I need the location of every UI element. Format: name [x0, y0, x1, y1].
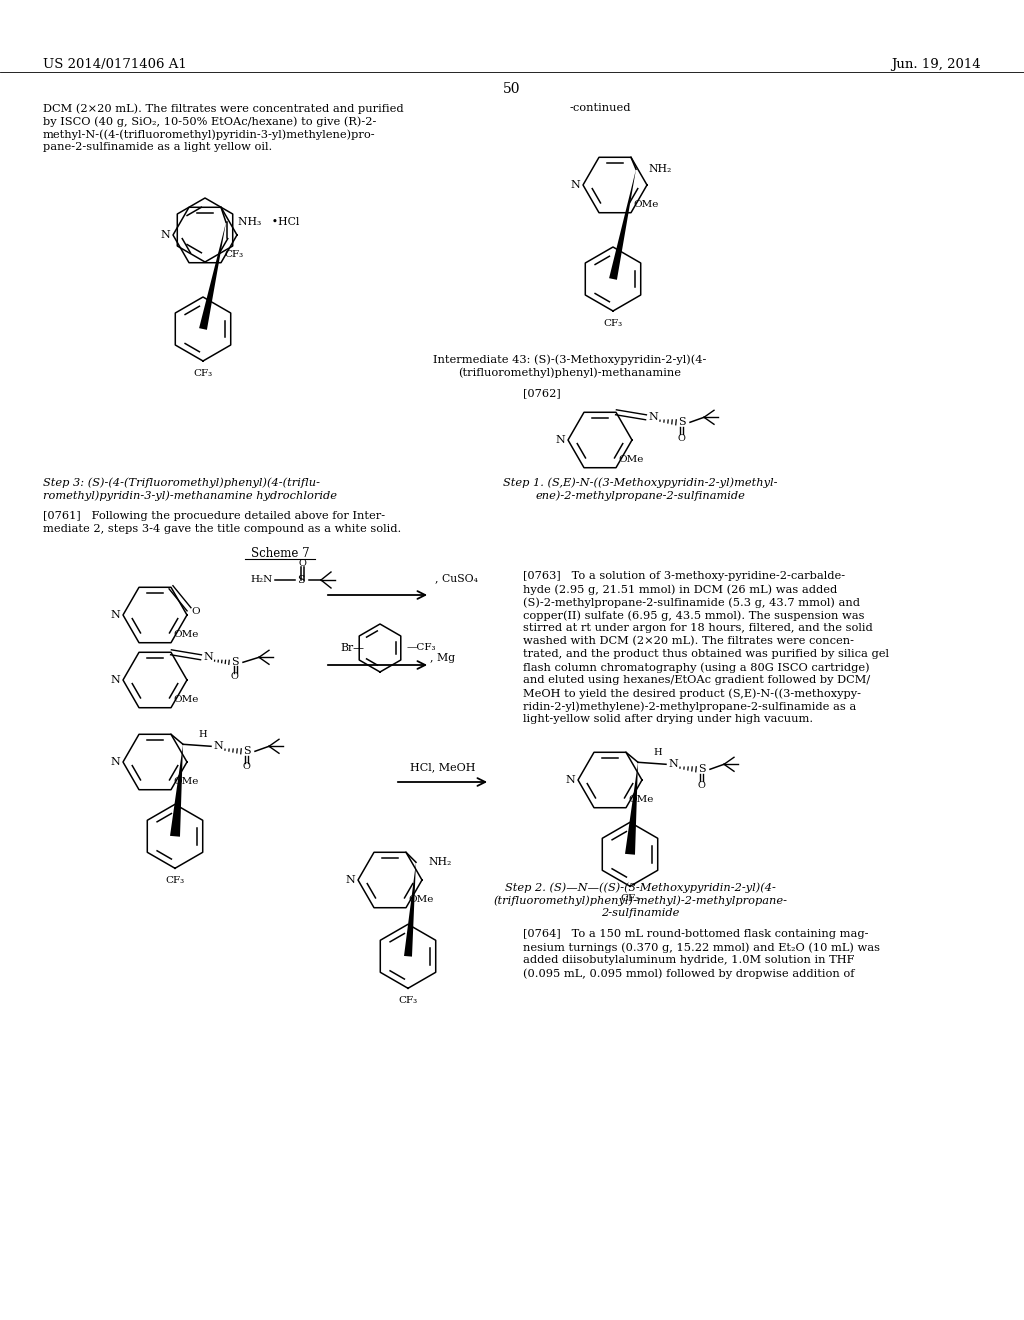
Text: CF₃: CF₃	[398, 997, 418, 1006]
Text: N: N	[668, 759, 678, 770]
Text: CF₃: CF₃	[166, 876, 184, 886]
Text: O: O	[191, 607, 200, 616]
Text: [0762]: [0762]	[523, 388, 561, 399]
Text: OMe: OMe	[408, 895, 433, 904]
Text: N: N	[648, 412, 657, 422]
Text: romethyl)pyridin-3-yl)-methanamine hydrochloride: romethyl)pyridin-3-yl)-methanamine hydro…	[43, 490, 337, 500]
Text: H: H	[199, 730, 207, 739]
Text: O: O	[298, 560, 306, 569]
Text: OMe: OMe	[173, 630, 199, 639]
Text: NH₂: NH₂	[428, 857, 452, 867]
Text: N: N	[345, 875, 355, 884]
Text: O: O	[242, 762, 250, 771]
Text: -continued: -continued	[569, 103, 631, 114]
Text: by ISCO (40 g, SiO₂, 10-50% EtOAc/hexane) to give (R)-2-: by ISCO (40 g, SiO₂, 10-50% EtOAc/hexane…	[43, 116, 377, 127]
Text: (trifluoromethyl)phenyl)-methyl)-2-methylpropane-: (trifluoromethyl)phenyl)-methyl)-2-methy…	[493, 895, 787, 906]
Polygon shape	[609, 169, 636, 280]
Text: N: N	[570, 180, 580, 190]
Text: nesium turnings (0.370 g, 15.22 mmol) and Et₂O (10 mL) was: nesium turnings (0.370 g, 15.22 mmol) an…	[523, 942, 880, 953]
Text: OMe: OMe	[173, 777, 199, 787]
Text: pane-2-sulfinamide as a light yellow oil.: pane-2-sulfinamide as a light yellow oil…	[43, 143, 272, 152]
Text: washed with DCM (2×20 mL). The filtrates were concen-: washed with DCM (2×20 mL). The filtrates…	[523, 636, 854, 647]
Text: H: H	[653, 748, 663, 756]
Text: HCl, MeOH: HCl, MeOH	[410, 762, 475, 772]
Text: (S)-2-methylpropane-2-sulfinamide (5.3 g, 43.7 mmol) and: (S)-2-methylpropane-2-sulfinamide (5.3 g…	[523, 597, 860, 607]
Text: [0764]   To a 150 mL round-bottomed flask containing mag-: [0764] To a 150 mL round-bottomed flask …	[523, 929, 868, 939]
Text: [0761]   Following the procuedure detailed above for Inter-: [0761] Following the procuedure detailed…	[43, 511, 385, 521]
Text: N: N	[111, 610, 120, 620]
Text: N: N	[111, 675, 120, 685]
Text: Jun. 19, 2014: Jun. 19, 2014	[891, 58, 981, 71]
Text: OMe: OMe	[628, 795, 653, 804]
Text: hyde (2.95 g, 21.51 mmol) in DCM (26 mL) was added: hyde (2.95 g, 21.51 mmol) in DCM (26 mL)…	[523, 583, 838, 594]
Text: light-yellow solid after drying under high vacuum.: light-yellow solid after drying under hi…	[523, 714, 813, 723]
Text: N: N	[565, 775, 574, 785]
Text: Scheme 7: Scheme 7	[251, 546, 309, 560]
Text: 2-sulfinamide: 2-sulfinamide	[601, 908, 679, 917]
Text: S: S	[231, 657, 239, 668]
Text: Br—: Br—	[340, 643, 364, 653]
Text: added diisobutylaluminum hydride, 1.0M solution in THF: added diisobutylaluminum hydride, 1.0M s…	[523, 954, 854, 965]
Text: [0763]   To a solution of 3-methoxy-pyridine-2-carbalde-: [0763] To a solution of 3-methoxy-pyridi…	[523, 572, 845, 581]
Text: DCM (2×20 mL). The filtrates were concentrated and purified: DCM (2×20 mL). The filtrates were concen…	[43, 103, 403, 114]
Text: Step 1. (S,E)-N-((3-Methoxypyridin-2-yl)methyl-: Step 1. (S,E)-N-((3-Methoxypyridin-2-yl)…	[503, 477, 777, 487]
Text: mediate 2, steps 3-4 gave the title compound as a white solid.: mediate 2, steps 3-4 gave the title comp…	[43, 524, 401, 535]
Text: Step 3: (S)-(4-(Trifluoromethyl)phenyl)(4-(triflu-: Step 3: (S)-(4-(Trifluoromethyl)phenyl)(…	[43, 477, 319, 487]
Polygon shape	[199, 222, 226, 330]
Text: 50: 50	[503, 82, 521, 96]
Text: N: N	[555, 436, 565, 445]
Text: OMe: OMe	[633, 201, 658, 209]
Text: , Mg: , Mg	[430, 653, 455, 663]
Text: CF₃: CF₃	[621, 894, 640, 903]
Text: S: S	[243, 746, 251, 756]
Text: , CuSO₄: , CuSO₄	[435, 573, 478, 583]
Text: (trifluoromethyl)phenyl)-methanamine: (trifluoromethyl)phenyl)-methanamine	[459, 367, 682, 378]
Text: and eluted using hexanes/EtOAc gradient followed by DCM/: and eluted using hexanes/EtOAc gradient …	[523, 675, 870, 685]
Text: US 2014/0171406 A1: US 2014/0171406 A1	[43, 58, 186, 71]
Text: S: S	[297, 576, 304, 585]
Polygon shape	[170, 744, 183, 837]
Text: ridin-2-yl)methylene)-2-methylpropane-2-sulfinamide as a: ridin-2-yl)methylene)-2-methylpropane-2-…	[523, 701, 856, 711]
Text: OMe: OMe	[173, 696, 199, 704]
Text: Intermediate 43: (S)-(3-Methoxypyridin-2-yl)(4-: Intermediate 43: (S)-(3-Methoxypyridin-2…	[433, 354, 707, 364]
Polygon shape	[404, 862, 416, 957]
Text: O: O	[697, 781, 705, 789]
Text: trated, and the product thus obtained was purified by silica gel: trated, and the product thus obtained wa…	[523, 649, 889, 659]
Text: N: N	[160, 230, 170, 240]
Text: —CF₃: —CF₃	[407, 644, 436, 652]
Text: N: N	[213, 742, 223, 751]
Polygon shape	[625, 762, 638, 855]
Text: copper(II) sulfate (6.95 g, 43.5 mmol). The suspension was: copper(II) sulfate (6.95 g, 43.5 mmol). …	[523, 610, 864, 620]
Text: ene)-2-methylpropane-2-sulfinamide: ene)-2-methylpropane-2-sulfinamide	[536, 490, 744, 500]
Text: flash column chromatography (using a 80G ISCO cartridge): flash column chromatography (using a 80G…	[523, 663, 869, 673]
Text: O: O	[677, 434, 685, 442]
Text: MeOH to yield the desired product (S,E)-N-((3-methoxypy-: MeOH to yield the desired product (S,E)-…	[523, 688, 861, 698]
Text: (0.095 mL, 0.095 mmol) followed by dropwise addition of: (0.095 mL, 0.095 mmol) followed by dropw…	[523, 968, 854, 978]
Text: CF₃: CF₃	[224, 251, 243, 259]
Text: methyl-N-((4-(trifluoromethyl)pyridin-3-yl)methylene)pro-: methyl-N-((4-(trifluoromethyl)pyridin-3-…	[43, 129, 376, 140]
Text: S: S	[698, 764, 706, 775]
Text: CF₃: CF₃	[194, 370, 213, 378]
Text: stirred at rt under argon for 18 hours, filtered, and the solid: stirred at rt under argon for 18 hours, …	[523, 623, 872, 634]
Text: N: N	[203, 652, 213, 663]
Text: CF₃: CF₃	[603, 319, 623, 327]
Text: NH₂: NH₂	[648, 164, 672, 174]
Text: O: O	[230, 672, 238, 681]
Text: H₂N: H₂N	[251, 576, 273, 585]
Text: S: S	[678, 417, 686, 428]
Text: OMe: OMe	[618, 455, 643, 465]
Text: N: N	[111, 756, 120, 767]
Text: Step 2. (S)—N—((S)-(3-Methoxypyridin-2-yl)(4-: Step 2. (S)—N—((S)-(3-Methoxypyridin-2-y…	[505, 882, 775, 892]
Text: NH₃   •HCl: NH₃ •HCl	[238, 218, 299, 227]
